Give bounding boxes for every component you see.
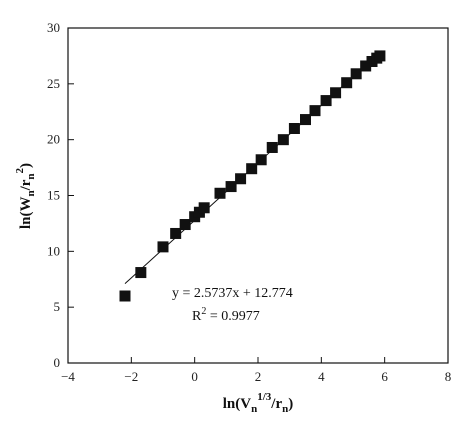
x-title-main: ln(V xyxy=(223,396,252,412)
x-axis-title: ln(Vn1/3/rn) xyxy=(223,391,293,415)
x-tick-label: 4 xyxy=(318,369,325,384)
data-point xyxy=(179,219,191,231)
data-point xyxy=(341,77,353,89)
x-tick-label: 2 xyxy=(255,369,262,384)
y-title-sup: 2 xyxy=(14,167,26,173)
data-point xyxy=(350,68,362,80)
data-point xyxy=(235,173,247,185)
data-point xyxy=(214,187,226,199)
y-title-mid: /r xyxy=(18,179,34,191)
data-points xyxy=(119,50,386,302)
y-axis-ticks: 0 5 10 15 20 25 30 xyxy=(47,20,74,370)
data-point xyxy=(330,87,342,99)
x-tick-label: −4 xyxy=(61,369,75,384)
x-axis-ticks: −4 −2 0 2 4 6 8 xyxy=(61,357,451,384)
data-point xyxy=(300,114,311,126)
data-point xyxy=(288,123,300,134)
x-tick-label: 6 xyxy=(381,369,388,384)
data-point xyxy=(119,290,131,302)
y-tick-label: 25 xyxy=(47,76,60,91)
data-point xyxy=(309,105,321,117)
x-title-mid: /r xyxy=(270,396,282,412)
x-tick-label: −2 xyxy=(124,369,138,384)
data-point xyxy=(374,50,386,62)
x-title-sub2: n xyxy=(282,403,288,415)
y-title-end: ) xyxy=(18,163,34,168)
data-point xyxy=(170,227,182,239)
equation-annotation: y = 2.5737x + 12.774 xyxy=(172,286,293,301)
x-title-end: ) xyxy=(288,396,293,412)
x-tick-label: 0 xyxy=(191,369,198,384)
data-point xyxy=(157,241,169,253)
y-tick-label: 15 xyxy=(47,188,60,203)
x-tick-label: 8 xyxy=(445,369,452,384)
data-point xyxy=(255,154,267,166)
y-title-sub1: n xyxy=(25,190,37,196)
data-point xyxy=(198,202,210,214)
y-title-main: ln(W xyxy=(18,197,34,230)
y-tick-label: 5 xyxy=(54,299,61,314)
r2-base: R xyxy=(192,309,202,324)
y-tick-label: 10 xyxy=(47,243,60,258)
y-axis-title: ln(Wn/rn2) xyxy=(14,163,37,229)
data-point xyxy=(135,267,147,279)
y-tick-label: 30 xyxy=(47,20,60,35)
data-point xyxy=(246,163,258,175)
r2-value: = 0.9977 xyxy=(206,309,259,324)
y-tick-label: 0 xyxy=(54,355,61,370)
r2-superscript: 2 xyxy=(201,306,206,317)
y-tick-label: 20 xyxy=(47,132,60,147)
y-title-sub2: n xyxy=(25,173,37,179)
data-point xyxy=(277,134,289,146)
data-point xyxy=(225,181,237,193)
data-point xyxy=(360,60,372,72)
x-title-sub1: n xyxy=(251,403,257,415)
r-squared-annotation: R2 = 0.9977 xyxy=(192,306,260,324)
data-point xyxy=(266,141,278,153)
data-point xyxy=(320,95,332,107)
x-title-sup: 1/3 xyxy=(257,391,272,403)
